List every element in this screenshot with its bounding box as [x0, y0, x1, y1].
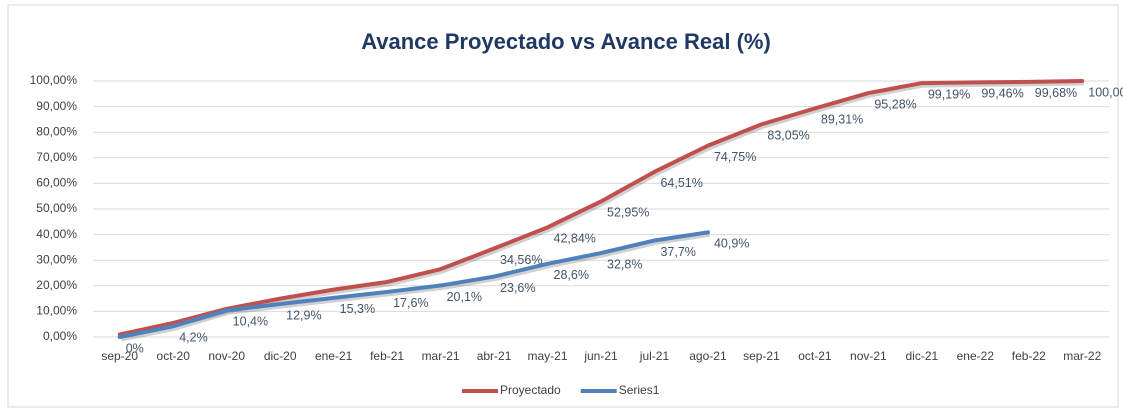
data-label: 15,3%	[340, 302, 375, 316]
data-label: 99,46%	[981, 87, 1023, 101]
data-label: 99,19%	[928, 87, 970, 101]
y-tick-label: 20,00%	[36, 278, 77, 292]
x-tick-label: jun-21	[583, 349, 618, 363]
x-tick-label: dic-20	[264, 349, 297, 363]
y-tick-label: 40,00%	[36, 227, 77, 241]
x-tick-label: sep-21	[743, 349, 780, 363]
x-tick-label: feb-21	[370, 349, 404, 363]
chart-border	[7, 4, 1119, 408]
data-label: 20,1%	[447, 290, 482, 304]
x-tick-label: oct-20	[157, 349, 191, 363]
y-tick-label: 0,00%	[43, 329, 77, 343]
data-label: 0%	[126, 341, 144, 355]
data-label: 42,84%	[554, 232, 596, 246]
x-tick-label: oct-21	[798, 349, 832, 363]
x-tick-label: dic-21	[905, 349, 938, 363]
data-label: 89,31%	[821, 113, 863, 127]
data-label: 100,00%	[1088, 85, 1123, 99]
data-label: 52,95%	[607, 206, 649, 220]
data-label: 95,28%	[874, 97, 916, 111]
data-label: 64,51%	[660, 176, 702, 190]
data-label: 99,68%	[1035, 86, 1077, 100]
data-label: 37,7%	[660, 245, 695, 259]
data-label: 34,56%	[500, 253, 542, 267]
data-label: 23,6%	[500, 281, 535, 295]
x-tick-label: may-21	[528, 349, 568, 363]
chart-title: Avance Proyectado vs Avance Real (%)	[361, 29, 771, 54]
legend-label: Proyectado	[500, 383, 561, 397]
data-label: 74,75%	[714, 150, 756, 164]
x-tick-label: jul-21	[639, 349, 670, 363]
y-tick-label: 50,00%	[36, 201, 77, 215]
line-shadow	[120, 232, 710, 342]
y-tick-label: 90,00%	[36, 99, 77, 113]
series-line	[117, 230, 710, 339]
data-label: 40,9%	[714, 237, 749, 251]
x-tick-label: mar-22	[1063, 349, 1101, 363]
y-tick-label: 10,00%	[36, 304, 77, 318]
series-line	[117, 79, 1085, 337]
y-tick-label: 30,00%	[36, 252, 77, 266]
line-shadow	[120, 81, 1084, 339]
data-label: 28,6%	[554, 268, 589, 282]
data-label: 4,2%	[179, 331, 208, 345]
x-tick-label: ene-22	[957, 349, 995, 363]
data-label: 83,05%	[767, 129, 809, 143]
x-tick-label: ago-21	[689, 349, 727, 363]
x-tick-label: feb-22	[1012, 349, 1046, 363]
x-tick-label: abr-21	[477, 349, 512, 363]
x-tick-label: sep-20	[101, 349, 138, 363]
x-tick-label: ene-21	[315, 349, 353, 363]
data-label: 17,6%	[393, 296, 428, 310]
x-tick-label: nov-20	[208, 349, 245, 363]
data-label: 12,9%	[286, 308, 321, 322]
y-tick-label: 100,00%	[30, 73, 78, 87]
x-tick-label: nov-21	[850, 349, 887, 363]
data-label: 10,4%	[233, 315, 268, 329]
data-label: 32,8%	[607, 257, 642, 271]
legend-label: Series1	[619, 383, 660, 397]
y-tick-label: 70,00%	[36, 150, 77, 164]
y-tick-label: 60,00%	[36, 176, 77, 190]
y-tick-label: 80,00%	[36, 124, 77, 138]
x-tick-label: mar-21	[422, 349, 460, 363]
